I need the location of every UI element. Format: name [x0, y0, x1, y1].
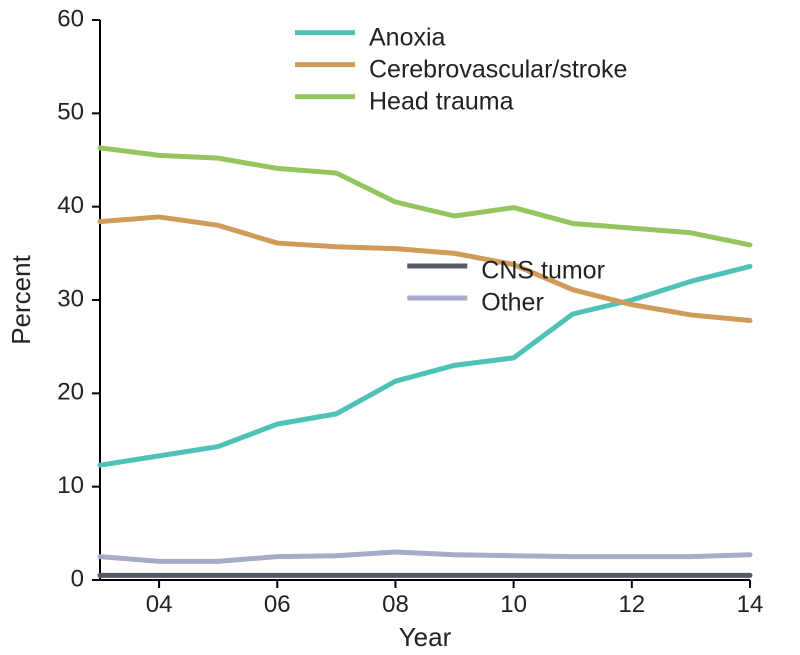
y-tick-label: 60: [57, 5, 84, 32]
chart-container: 0 10 20 30 40 50 60 04 06 08 10 12 14 Year Percent Anox…: [0, 0, 800, 655]
x-tick-label: 14: [737, 591, 764, 618]
legend-label: Other: [481, 289, 544, 317]
legend-swatch: [295, 94, 355, 99]
legend-label: Anoxia: [369, 23, 446, 51]
x-tick-label: 04: [146, 591, 173, 618]
legend-swatch: [407, 296, 467, 301]
y-axis-label: Percent: [6, 254, 36, 344]
series-head-trauma: [100, 148, 750, 245]
x-tick-label: 12: [618, 591, 645, 618]
line-chart: 0 10 20 30 40 50 60 04 06 08 10 12 14 Year Percent Anox…: [0, 0, 800, 655]
x-tick-label: 10: [500, 591, 527, 618]
x-axis-label: Year: [399, 622, 452, 652]
series-other: [100, 552, 750, 561]
y-tick-label: 40: [57, 192, 84, 219]
y-tick-label: 50: [57, 99, 84, 126]
x-tick-label: 06: [264, 591, 291, 618]
y-tick-label: 20: [57, 379, 84, 406]
y-tick-label: 10: [57, 472, 84, 499]
y-tick-label: 30: [57, 285, 84, 312]
legend-swatch: [407, 264, 467, 269]
legend-label: CNS tumor: [481, 257, 605, 285]
series-cerebrovascular-stroke: [100, 217, 750, 321]
y-tick-label: 0: [71, 565, 84, 592]
legend-label: Head trauma: [369, 87, 514, 115]
legend-swatch: [295, 30, 355, 35]
x-tick-label: 08: [382, 591, 409, 618]
legend-label: Cerebrovascular/stroke: [369, 55, 627, 83]
legend-swatch: [295, 62, 355, 67]
